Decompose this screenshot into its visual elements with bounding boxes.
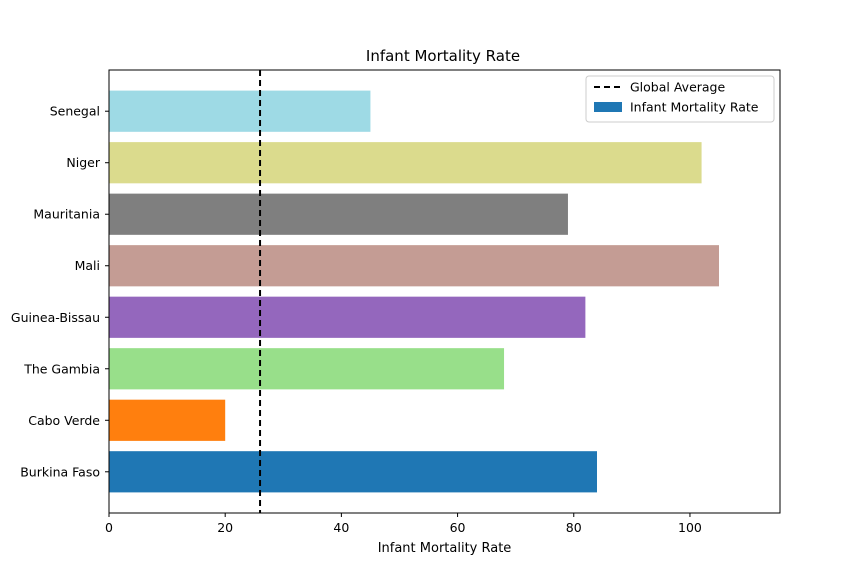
chart-title: Infant Mortality Rate	[366, 47, 520, 65]
y-axis-ticks: Burkina Faso Cabo Verde The Gambia Guinea-B…	[11, 104, 109, 479]
axes-frame	[108, 69, 781, 514]
x-tick-label: 20	[217, 520, 233, 535]
x-axis-label: Infant Mortality Rate	[378, 541, 512, 556]
y-tick-label: Cabo Verde	[28, 413, 100, 428]
bar-mauritania	[109, 193, 568, 235]
y-tick-label: Senegal	[50, 104, 100, 119]
x-tick-label: 60	[450, 520, 466, 535]
x-tick-label: 100	[678, 520, 702, 535]
y-tick-label: The Gambia	[23, 361, 100, 376]
y-tick-label: Niger	[66, 155, 100, 170]
legend: Global Average Infant Mortality Rate	[585, 75, 775, 123]
bar-guinea-bissau	[109, 296, 586, 338]
x-tick-label: 0	[105, 520, 113, 535]
y-tick-label: Mali	[75, 258, 100, 273]
y-tick-label: Burkina Faso	[20, 464, 100, 479]
x-axis-ticks: 0 20 40 60 80 100	[105, 513, 702, 535]
bar-niger	[109, 142, 702, 184]
legend-label-infant-mortality: Infant Mortality Rate	[630, 100, 759, 115]
y-tick-label: Mauritania	[33, 207, 100, 222]
legend-box	[585, 75, 775, 123]
bar-burkina-faso	[109, 451, 597, 493]
bar-cabo-verde	[109, 399, 226, 441]
bar-mali	[109, 245, 719, 287]
x-tick-label: 80	[566, 520, 582, 535]
legend-label-global-average: Global Average	[630, 80, 725, 95]
y-tick-label: Guinea-Bissau	[11, 310, 100, 325]
x-tick-label: 40	[333, 520, 349, 535]
legend-infant-mortality-sample	[594, 102, 622, 112]
bar-senegal	[109, 90, 371, 132]
bars-layer	[109, 90, 719, 493]
bar-the-gambia	[109, 348, 505, 390]
